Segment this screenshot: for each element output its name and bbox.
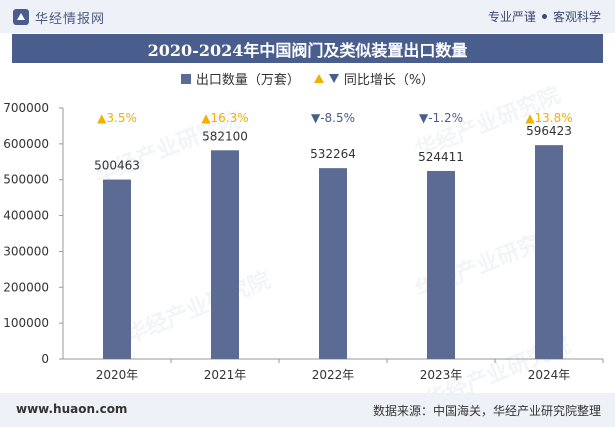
- bar-value-label: 596423: [526, 124, 572, 138]
- y-tick-label: 0: [41, 352, 49, 366]
- tag-professional: 专业严谨: [487, 10, 536, 24]
- bar: [103, 179, 131, 359]
- bar: [535, 145, 563, 359]
- legend-label-growth: 同比增长（%）: [343, 73, 435, 88]
- legend-item-growth[interactable]: 同比增长（%）: [313, 69, 435, 88]
- bar: [211, 150, 239, 359]
- x-tick-label: 2021年: [204, 368, 247, 382]
- footer-source: 数据来源：中国海关，华经产业研究院整理: [372, 404, 601, 418]
- chart-title: 2020-2024年中国阀门及类似装置出口数量: [147, 40, 468, 60]
- y-tick-label: 200000: [3, 280, 49, 294]
- chart-title-bar: 2020-2024年中国阀门及类似装置出口数量: [12, 34, 603, 63]
- y-tick-label: 600000: [3, 137, 49, 151]
- bar-value-label: 500463: [94, 159, 140, 173]
- y-tick-label: 100000: [3, 316, 49, 330]
- y-tick-label: 700000: [3, 101, 49, 115]
- header-tags: 专业严谨 客观科学: [488, 8, 601, 25]
- bar: [427, 170, 455, 359]
- bar: [319, 168, 347, 359]
- bar-value-label: 532264: [310, 147, 356, 161]
- x-tick-label: 2023年: [420, 368, 463, 382]
- legend-label-export: 出口数量（万套）: [195, 73, 300, 88]
- brand-name: 华经情报网: [35, 11, 106, 27]
- triangle-up-icon: [313, 74, 324, 83]
- y-tick-label: 400000: [3, 209, 49, 223]
- brand-logo-icon: [13, 9, 29, 25]
- growth-label: ▲13.8%: [525, 111, 572, 125]
- legend-swatch-bar-icon: [180, 73, 191, 84]
- footer-bar: www.huaon.com 数据来源：中国海关，华经产业研究院整理: [0, 393, 615, 427]
- bar-chart: 0 100000 200000 300000 400000 500000 600000 700…: [3, 101, 604, 382]
- growth-label: ▲16.3%: [201, 111, 248, 125]
- growth-label: ▼-1.2%: [419, 111, 463, 125]
- y-tick-label: 500000: [3, 173, 49, 187]
- footer-website-link[interactable]: www.huaon.com: [16, 402, 128, 416]
- x-tick-label: 2024年: [528, 368, 571, 382]
- chart-legend: 出口数量（万套） 同比增长（%）: [0, 69, 615, 88]
- brand-logo[interactable]: 华经情报网: [12, 7, 105, 27]
- bar-value-label: 524411: [418, 150, 464, 164]
- bar-value-label: 582100: [202, 129, 248, 143]
- x-tick-label: 2022年: [312, 368, 355, 382]
- growth-label: ▼-8.5%: [311, 111, 355, 125]
- growth-label: ▲3.5%: [97, 111, 137, 125]
- legend-item-export[interactable]: 出口数量（万套）: [180, 69, 300, 88]
- triangle-down-icon: [328, 74, 339, 83]
- x-tick-label: 2020年: [96, 368, 139, 382]
- tag-objective: 客观科学: [552, 10, 601, 24]
- separator-dot-icon: [541, 14, 547, 19]
- y-tick-label: 300000: [3, 244, 49, 258]
- top-bar: 华经情报网 专业严谨 客观科学: [0, 0, 615, 33]
